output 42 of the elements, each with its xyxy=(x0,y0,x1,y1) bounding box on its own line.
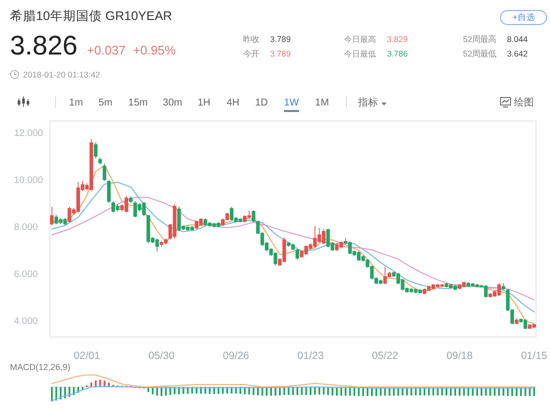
annotation: 52周最高 xyxy=(463,34,496,44)
xtick: 01/23 xyxy=(297,350,324,362)
annotation: 绘图 xyxy=(514,98,534,108)
xtick: 02/01 xyxy=(74,350,100,362)
annotation: 3.786 xyxy=(387,48,408,58)
ytick: 4.000 xyxy=(14,316,38,327)
ytick: 12.000 xyxy=(14,128,44,140)
annotation: +0.95% xyxy=(133,44,176,58)
annotation: 指标 xyxy=(358,98,378,108)
annotation: 4H xyxy=(226,98,240,108)
annotation: 2018-01-20 01:13:42 xyxy=(23,70,100,80)
annotation: 3.642 xyxy=(507,48,528,58)
xtick: 09/18 xyxy=(446,350,473,362)
annotation: 1W xyxy=(284,98,299,108)
annotation: 3.789 xyxy=(270,48,291,58)
title: 希腊10年期国债 GR10YEAR xyxy=(10,9,172,23)
annotation: 今开 xyxy=(243,48,259,58)
annotation: 今日最低 xyxy=(344,50,376,58)
title: MACD(12,26,9) xyxy=(10,362,70,372)
annotation: 3.826 xyxy=(10,30,78,60)
annotation: 1H xyxy=(198,98,210,108)
annotation: 1m xyxy=(69,98,83,108)
ytick: 8.000 xyxy=(14,222,38,233)
annotation: +自选 xyxy=(512,12,536,22)
annotation: 1D xyxy=(255,98,268,108)
ytick: 6.000 xyxy=(14,268,38,280)
annotation: +0.037 xyxy=(87,44,126,58)
annotation: 15m xyxy=(128,98,148,108)
annotation: 3.829 xyxy=(387,34,408,44)
annotation: 今日最高 xyxy=(344,35,376,44)
xtick: 05/22 xyxy=(372,350,398,362)
xtick: 05/30 xyxy=(148,350,175,362)
annotation: 3.789 xyxy=(270,34,291,44)
annotation: 8.044 xyxy=(507,34,528,44)
annotation: 1M xyxy=(315,98,329,108)
xtick: 01/15 xyxy=(520,350,548,362)
annotation: 52周最低 xyxy=(463,48,496,58)
xtick: 09/26 xyxy=(222,350,250,362)
annotation: 30m xyxy=(162,98,182,108)
annotation: 5m xyxy=(98,98,112,108)
ytick: 10.000 xyxy=(14,175,44,186)
annotation: 昨收 xyxy=(243,34,259,44)
